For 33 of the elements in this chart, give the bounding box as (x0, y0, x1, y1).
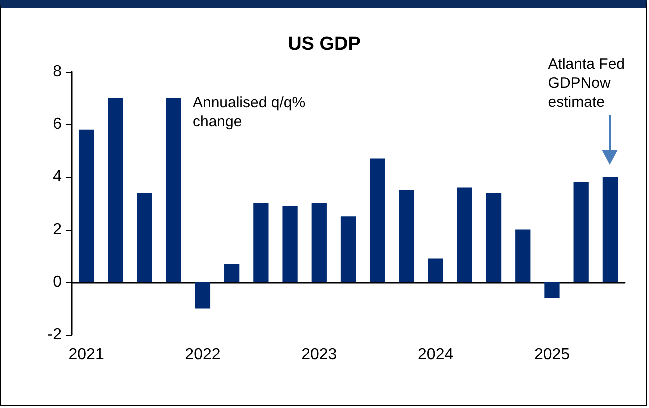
bar (195, 282, 211, 309)
bar (399, 190, 414, 282)
bar (544, 282, 560, 298)
x-tick-label: 2021 (68, 346, 104, 364)
annotation: Annualised q/q% change (192, 94, 306, 130)
x-tick-label: 2023 (302, 346, 338, 364)
bar (574, 182, 589, 282)
bar (108, 98, 124, 282)
bar (312, 204, 327, 282)
bar (78, 130, 94, 282)
bar (486, 192, 502, 282)
bar (224, 264, 240, 282)
bar (137, 192, 152, 282)
x-tick-label: 2025 (534, 346, 570, 364)
x-tick-label: 2022 (185, 346, 221, 364)
bar (428, 258, 444, 282)
y-tick-label: 0 (53, 274, 62, 291)
bar (602, 177, 618, 282)
bar (457, 188, 472, 282)
y-tick-label: -2 (48, 326, 62, 344)
y-tick-label: 6 (53, 116, 62, 134)
bar (254, 204, 269, 282)
bar (370, 158, 386, 282)
bar (516, 230, 531, 282)
chart-title: US GDP (288, 34, 362, 55)
y-tick-label: 4 (53, 168, 62, 186)
bar (282, 206, 298, 282)
y-tick-label: 2 (53, 221, 62, 238)
bar (166, 98, 182, 282)
annotation: Atlanta Fed GDPNow estimate (548, 56, 626, 112)
y-tick-label: 8 (53, 64, 62, 80)
x-tick-label: 2024 (418, 346, 454, 364)
bar (340, 216, 356, 282)
